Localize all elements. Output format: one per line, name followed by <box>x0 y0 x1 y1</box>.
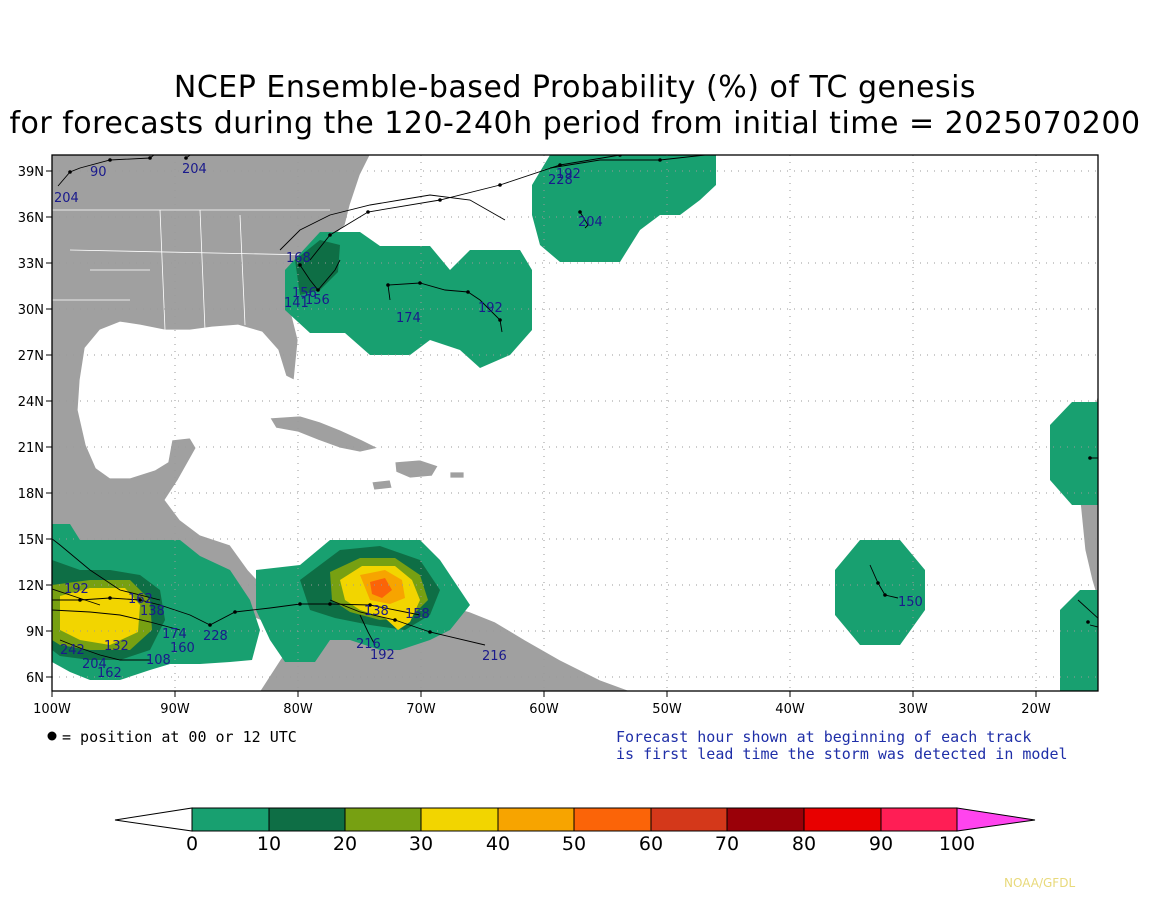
forecast-note-line1: Forecast hour shown at beginning of each… <box>616 728 1032 746</box>
colorbar-labels: 0 10 20 30 40 50 60 70 80 90 100 <box>186 833 975 855</box>
lat-label: 21N <box>18 441 44 456</box>
colorbar-box <box>191 807 270 832</box>
track-label: 174 <box>396 311 421 326</box>
lat-label: 27N <box>18 349 44 364</box>
track-label: 150 <box>898 595 923 610</box>
track-label: 90 <box>90 165 107 180</box>
track-label: 192 <box>478 301 503 316</box>
colorbar-label: 30 <box>409 833 433 855</box>
colorbar-box <box>573 807 652 832</box>
lon-label: 100W <box>33 702 71 717</box>
track-label: 204 <box>578 215 603 230</box>
lat-label: 36N <box>18 211 44 226</box>
lon-label: 90W <box>160 702 190 717</box>
lon-label: 40W <box>775 702 805 717</box>
colorbar-box <box>880 807 958 832</box>
credit-text: NOAA/GFDL <box>1004 876 1076 890</box>
position-dot-icon <box>47 731 57 741</box>
track-label: 242 <box>60 643 85 658</box>
track-label: 138 <box>140 604 165 619</box>
map-title-line2: for forecasts during the 120-240h period… <box>9 106 1141 141</box>
colorbar-label: 40 <box>486 833 510 855</box>
lat-label: 30N <box>18 303 44 318</box>
colorbar-box <box>420 807 499 832</box>
lon-label: 60W <box>529 702 559 717</box>
map-frame <box>51 154 1099 692</box>
colorbar-label: 60 <box>639 833 663 855</box>
track-labels: 90 204 204 204 228 192 168 156 141 156 1… <box>54 162 923 681</box>
track-label: 162 <box>97 666 122 681</box>
colorbar-label: 10 <box>257 833 281 855</box>
colorbar-high-arrow <box>956 807 1036 832</box>
track-label: 204 <box>54 191 79 206</box>
track-label: 192 <box>64 582 89 597</box>
track-label: 160 <box>170 641 195 656</box>
track-label: 141 <box>284 296 309 311</box>
map-title-line1: NCEP Ensemble-based Probability (%) of T… <box>173 70 977 105</box>
lat-label: 9N <box>26 625 44 640</box>
track-label: 228 <box>548 173 573 188</box>
lat-label: 24N <box>18 395 44 410</box>
track-label: 108 <box>146 653 171 668</box>
track-label: 174 <box>162 627 187 642</box>
land-cuba <box>269 415 380 453</box>
track-label: 204 <box>82 657 107 672</box>
track-points <box>68 155 1092 634</box>
lat-labels: 39N 36N 33N 30N 27N 24N 21N 18N 15N 12N … <box>18 165 44 686</box>
lon-label: 20W <box>1021 702 1051 717</box>
colorbar-label: 90 <box>869 833 893 855</box>
position-legend-text: = position at 00 or 12 UTC <box>62 728 297 746</box>
colorbar-label: 70 <box>715 833 739 855</box>
track-label: 192 <box>556 167 581 182</box>
track-label: 156 <box>292 286 317 301</box>
lon-label: 80W <box>283 702 313 717</box>
track-label: 132 <box>104 639 129 654</box>
forecast-note-line2: is first lead time the storm was detecte… <box>616 745 1068 763</box>
colorbar-label: 100 <box>939 833 975 855</box>
track-label: 216 <box>482 649 507 664</box>
lat-label: 6N <box>26 671 44 686</box>
colorbar-box <box>650 807 728 832</box>
lat-label: 39N <box>18 165 44 180</box>
land-hispaniola <box>394 459 439 479</box>
track-label: 162 <box>128 592 153 607</box>
track-label: 216 <box>356 637 381 652</box>
track-label: 228 <box>203 629 228 644</box>
colorbar <box>114 807 1036 832</box>
track-label: 204 <box>182 162 207 177</box>
colorbar-label: 50 <box>562 833 586 855</box>
colorbar-box <box>344 807 422 832</box>
track-label: 156 <box>305 293 330 308</box>
colorbar-label: 0 <box>186 833 198 855</box>
lon-label: 30W <box>898 702 928 717</box>
colorbar-box <box>803 807 882 832</box>
lat-label: 33N <box>18 257 44 272</box>
axis-ticks <box>46 170 1037 697</box>
track-label: 138 <box>364 604 389 619</box>
colorbar-box <box>268 807 346 832</box>
colorbar-box <box>726 807 805 832</box>
lon-label: 50W <box>652 702 682 717</box>
colorbar-label: 20 <box>333 833 357 855</box>
colorbar-label: 80 <box>792 833 816 855</box>
track-label: 158 <box>405 607 430 622</box>
lon-label: 70W <box>406 702 436 717</box>
boundaries <box>52 209 330 331</box>
lat-label: 15N <box>18 533 44 548</box>
colorbar-low-arrow <box>114 807 193 832</box>
lat-label: 12N <box>18 579 44 594</box>
lat-label: 18N <box>18 487 44 502</box>
track-label: 168 <box>286 251 311 266</box>
colorbar-box <box>497 807 575 832</box>
track-label: 192 <box>370 648 395 663</box>
lon-labels: 100W 90W 80W 70W 60W 50W 40W 30W 20W <box>33 702 1051 717</box>
